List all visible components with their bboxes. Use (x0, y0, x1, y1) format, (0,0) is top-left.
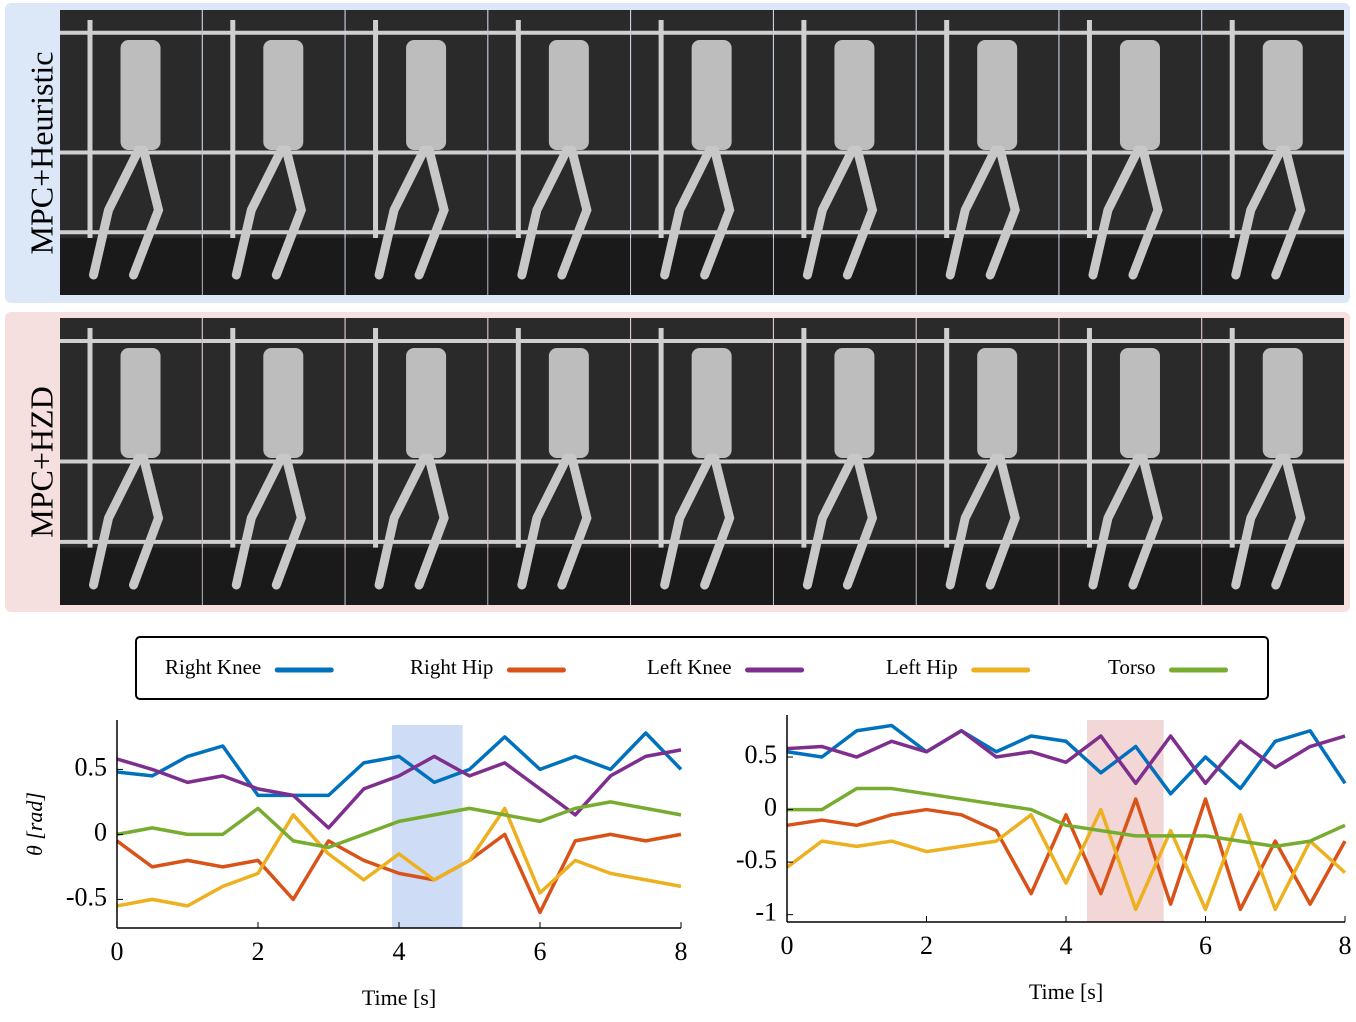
robot-body (406, 40, 446, 150)
robot-body (1120, 40, 1160, 150)
robot-body (549, 40, 589, 150)
floor (203, 238, 345, 295)
floor (488, 548, 630, 605)
series-line (787, 731, 1345, 784)
x-tick-label: 6 (1199, 931, 1212, 960)
robot-body (263, 348, 303, 458)
robot-body (121, 40, 161, 150)
floor (917, 548, 1059, 605)
y-tick-label: 0 (94, 817, 107, 846)
photo-strips (60, 10, 1344, 605)
robot-body (406, 348, 446, 458)
legend-label: Left Knee (647, 655, 732, 679)
robot-body (1263, 348, 1303, 458)
y-tick-label: 0 (764, 793, 777, 822)
y-axis-label: θ [rad] (22, 792, 47, 856)
series-line (787, 726, 1345, 794)
x-tick-label: 0 (781, 931, 794, 960)
y-tick-label: -0.5 (66, 882, 107, 911)
y-tick-label: 0.5 (745, 740, 778, 769)
robot-body (834, 348, 874, 458)
highlight (392, 725, 463, 928)
floor (917, 238, 1059, 295)
robot-body (692, 40, 732, 150)
series-line (787, 799, 1345, 909)
x-tick-label: 0 (111, 937, 124, 966)
floor (1059, 238, 1201, 295)
robot-body (549, 348, 589, 458)
robot-body (1120, 348, 1160, 458)
floor (346, 238, 488, 295)
x-tick-label: 4 (393, 937, 406, 966)
line-chart: -1 -0.5 0 0.5 0 2 4 6 8 Time [s] (736, 715, 1352, 1004)
robot-body (834, 40, 874, 150)
floor (1059, 548, 1201, 605)
panel-label: MPC+HZD (23, 386, 59, 537)
legend-label: Right Hip (410, 655, 493, 679)
floor (60, 238, 202, 295)
robot-body (263, 40, 303, 150)
x-tick-label: 2 (252, 937, 265, 966)
x-tick-label: 6 (534, 937, 547, 966)
floor (774, 548, 916, 605)
floor (1202, 548, 1344, 605)
legend-label: Left Hip (886, 655, 958, 679)
x-axis-label: Time [s] (362, 985, 436, 1010)
robot-body (1263, 40, 1303, 150)
legend-label: Right Knee (165, 655, 261, 679)
y-tick-label: -1 (755, 898, 777, 927)
floor (346, 548, 488, 605)
y-tick-label: -0.5 (736, 845, 777, 874)
floor (203, 548, 345, 605)
floor (631, 548, 773, 605)
x-tick-label: 8 (675, 937, 688, 966)
x-tick-label: 4 (1060, 931, 1073, 960)
robot-body (692, 348, 732, 458)
robot-body (121, 348, 161, 458)
floor (60, 548, 202, 605)
robot-body (977, 348, 1017, 458)
x-tick-label: 8 (1339, 931, 1352, 960)
floor (631, 238, 773, 295)
robot-body (977, 40, 1017, 150)
figure: MPC+Heuristic MPC+HZD Right Knee Right Hi… (0, 0, 1356, 1017)
x-tick-label: 2 (920, 931, 933, 960)
y-tick-label: 0.5 (75, 752, 108, 781)
legend-label: Torso (1108, 655, 1156, 679)
x-axis-label: Time [s] (1029, 979, 1103, 1004)
floor (488, 238, 630, 295)
floor (774, 238, 916, 295)
floor (1202, 238, 1344, 295)
panel-label: MPC+Heuristic (23, 52, 59, 255)
